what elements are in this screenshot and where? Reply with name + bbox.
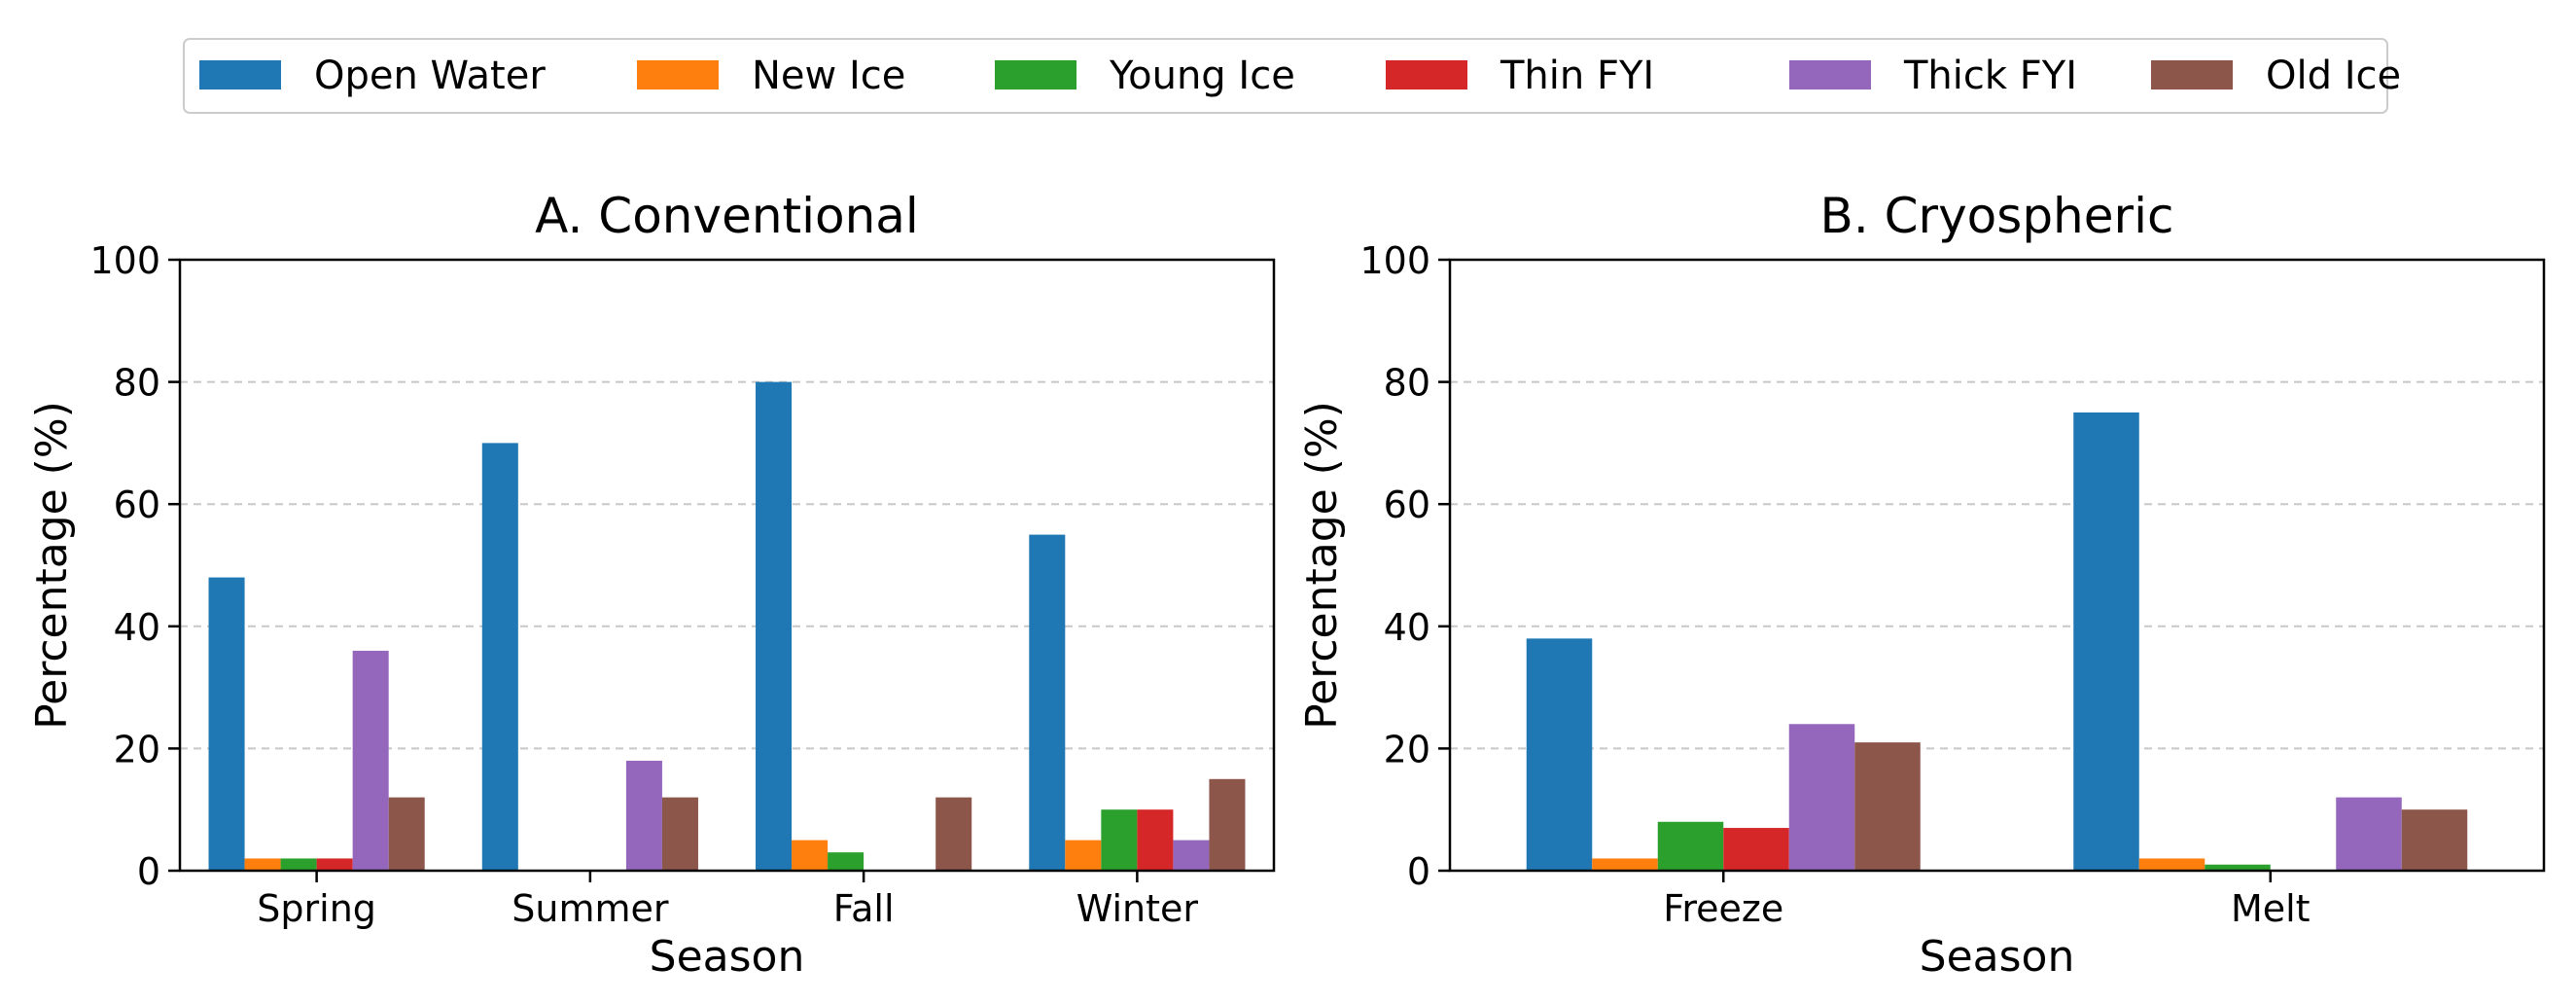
y-axis-label: Percentage (%) [1297, 401, 1347, 730]
y-tick-label-0: 0 [137, 850, 160, 893]
legend: Open Water New Ice Young Ice Thin FYI Thick … [183, 38, 2401, 114]
bar-old-ice-freeze [1854, 742, 1921, 871]
bar-thick-fyi-summer [625, 760, 662, 871]
bar-old-ice-winter [1209, 778, 1246, 871]
bar-open-water-freeze [1526, 638, 1593, 871]
legend-swatch-old-ice [2151, 60, 2233, 90]
x-tick-label-melt: Melt [2231, 887, 2311, 930]
plot-frame [1448, 258, 2546, 873]
bar-open-water-melt [2073, 412, 2139, 871]
bar-young-ice-winter [1101, 809, 1138, 871]
legend-frame [183, 38, 2388, 114]
legend-label-open-water: Open Water [314, 54, 546, 98]
y-tick-label-40: 40 [1384, 606, 1430, 649]
y-tick-label-60: 60 [1384, 484, 1430, 526]
chart-title: B. Cryospheric [1820, 188, 2174, 244]
y-tick-label-60: 60 [114, 484, 160, 526]
x-axis-label: Season [1920, 932, 2075, 982]
chart-conventional: 0 20 40 60 80 100 Spring Summer Fall Winter A. Con… [27, 188, 1276, 982]
legend-label-thin-fyi: Thin FYI [1500, 54, 1654, 98]
bar-thin-fyi-freeze [1723, 828, 1789, 871]
bar-young-ice-freeze [1657, 821, 1724, 871]
bar-old-ice-melt [2401, 809, 2468, 871]
legend-swatch-new-ice [637, 60, 719, 90]
bar-thin-fyi-winter [1137, 809, 1174, 871]
bar-thick-fyi-freeze [1788, 724, 1855, 871]
y-tick-label-0: 0 [1407, 850, 1430, 893]
bar-new-ice-melt [2138, 858, 2205, 871]
plot-frame [178, 258, 1276, 873]
chart-cryospheric: 0 20 40 60 80 100 Freeze Melt B. Cryospheric Seas… [1297, 188, 2546, 982]
x-tick-label-spring: Spring [257, 887, 376, 930]
x-tick-label-freeze: Freeze [1663, 887, 1783, 930]
bar-thick-fyi-winter [1173, 840, 1210, 871]
bar-young-ice-fall [828, 852, 865, 871]
bar-young-ice-melt [2205, 864, 2271, 871]
bar-new-ice-winter [1065, 840, 1102, 871]
y-tick-label-100: 100 [1359, 239, 1430, 282]
bar-thick-fyi-melt [2336, 797, 2402, 871]
legend-swatch-young-ice [995, 60, 1076, 90]
bar-new-ice-freeze [1592, 858, 1658, 871]
y-tick-label-20: 20 [114, 728, 160, 770]
bar-new-ice-spring [244, 858, 281, 871]
legend-label-young-ice: Young Ice [1109, 54, 1295, 98]
legend-swatch-thin-fyi [1386, 60, 1467, 90]
y-axis-label: Percentage (%) [27, 401, 77, 730]
bar-thick-fyi-spring [352, 650, 389, 871]
bar-open-water-spring [208, 577, 245, 871]
chart-title: A. Conventional [535, 188, 919, 244]
x-tick-label-summer: Summer [512, 887, 669, 930]
x-tick-label-fall: Fall [833, 887, 895, 930]
bar-young-ice-spring [280, 858, 317, 871]
legend-swatch-open-water [199, 60, 281, 90]
y-tick-label-40: 40 [114, 606, 160, 649]
bar-open-water-winter [1029, 534, 1066, 871]
bar-old-ice-summer [661, 797, 698, 871]
legend-label-new-ice: New Ice [752, 54, 905, 98]
legend-swatch-thick-fyi [1789, 60, 1871, 90]
y-tick-label-100: 100 [89, 239, 160, 282]
x-axis-label: Season [650, 932, 805, 982]
bar-open-water-summer [481, 443, 518, 871]
legend-label-thick-fyi: Thick FYI [1903, 54, 2077, 98]
bar-old-ice-spring [388, 797, 425, 871]
x-tick-label-winter: Winter [1076, 887, 1199, 930]
legend-label-old-ice: Old Ice [2266, 54, 2401, 98]
bar-new-ice-fall [792, 840, 829, 871]
bar-thin-fyi-spring [316, 858, 353, 871]
y-tick-label-80: 80 [1384, 362, 1430, 405]
bar-old-ice-fall [935, 797, 972, 871]
y-tick-label-80: 80 [114, 362, 160, 405]
y-tick-label-20: 20 [1384, 728, 1430, 770]
bar-open-water-fall [756, 381, 793, 871]
